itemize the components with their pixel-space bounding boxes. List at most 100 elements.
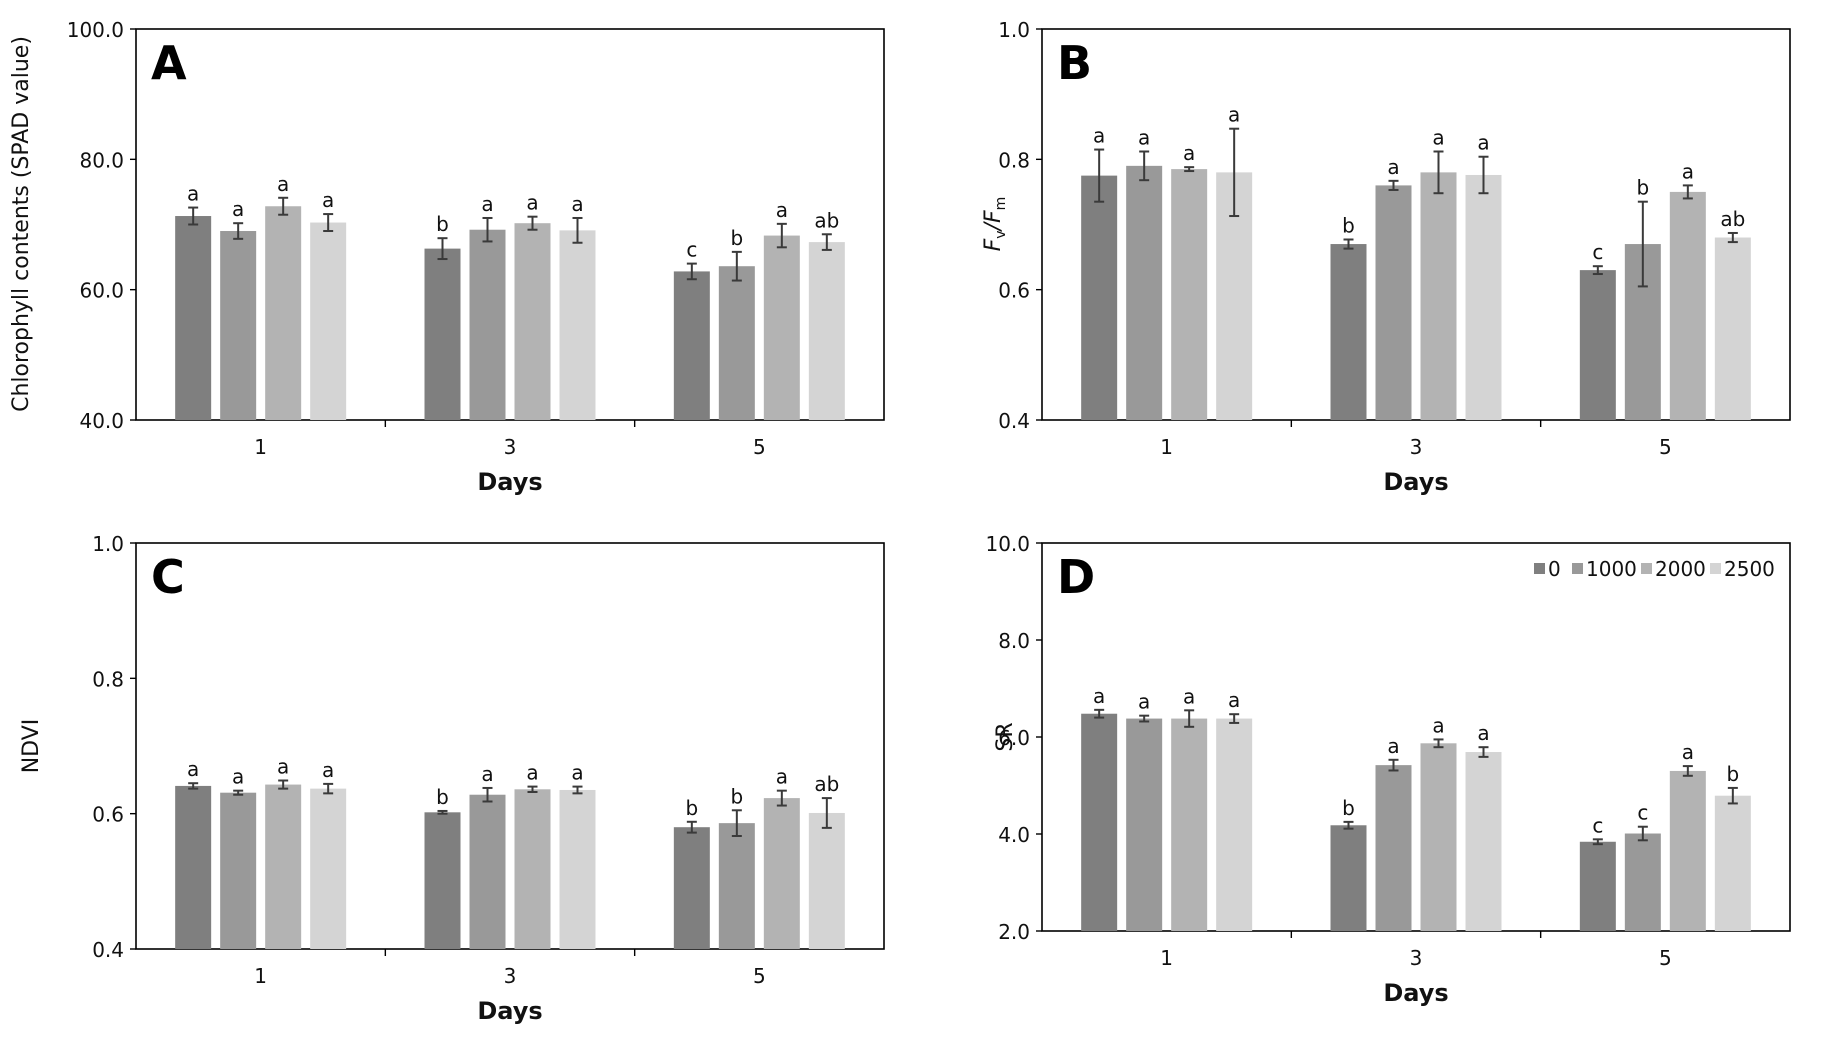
significance-letter: b	[436, 785, 449, 809]
bar	[1375, 185, 1412, 420]
y-tick-label: 0.8	[92, 667, 124, 691]
x-tick-label: 1	[254, 964, 267, 988]
bar	[808, 812, 845, 949]
legend-swatch	[1534, 563, 1545, 574]
y-tick-label: 8.0	[998, 629, 1030, 653]
x-tick-label: 5	[1659, 435, 1672, 459]
x-tick-label: 5	[1659, 946, 1672, 970]
significance-letter: a	[322, 188, 334, 212]
x-tick-label: 5	[753, 964, 766, 988]
significance-letter: ab	[814, 208, 839, 232]
significance-letter: a	[1183, 684, 1195, 708]
plot-frame	[135, 28, 885, 421]
significance-letter: a	[571, 761, 583, 785]
y-axis-title-part: m	[993, 197, 1009, 211]
significance-letter: c	[686, 238, 697, 262]
bar	[1126, 718, 1163, 931]
bar	[1420, 172, 1457, 420]
y-tick-label: 60.0	[79, 279, 124, 303]
bar	[1081, 713, 1118, 931]
y-tick-label: 1.0	[998, 18, 1030, 42]
significance-letter: a	[571, 192, 583, 216]
x-tick-label: 3	[504, 435, 517, 459]
significance-letter: c	[1637, 801, 1648, 825]
significance-letter: a	[1432, 713, 1444, 737]
y-tick-label: 0.4	[998, 409, 1030, 433]
y-tick-label: 2.0	[998, 920, 1030, 944]
significance-letter: a	[776, 198, 788, 222]
significance-letter: a	[187, 757, 199, 781]
y-tick-label: 0.8	[998, 148, 1030, 172]
panel-label: A	[151, 36, 187, 90]
significance-letter: a	[1093, 124, 1105, 148]
significance-letter: a	[526, 761, 538, 785]
x-tick-label: 1	[1160, 946, 1173, 970]
bar	[1669, 191, 1706, 420]
significance-letter: a	[232, 197, 244, 221]
panel-label: D	[1057, 550, 1095, 604]
y-tick-label: 40.0	[79, 409, 124, 433]
legend-label: 2000	[1655, 557, 1706, 581]
y-tick-label: 0.6	[998, 279, 1030, 303]
significance-letter: a	[322, 758, 334, 782]
bar	[469, 794, 506, 949]
y-axis-title-part: /F	[981, 210, 1006, 232]
significance-letter: a	[1138, 126, 1150, 150]
legend-label: 1000	[1586, 557, 1637, 581]
legend-swatch	[1641, 563, 1652, 574]
x-tick-label: 3	[1410, 946, 1423, 970]
y-tick-label: 10.0	[985, 532, 1030, 556]
bar	[718, 266, 755, 420]
bar	[718, 823, 755, 949]
legend-label: 2500	[1724, 557, 1775, 581]
significance-letter: b	[730, 226, 743, 250]
significance-letter: a	[232, 765, 244, 789]
bar	[1126, 165, 1163, 420]
x-axis-title: Days	[1383, 979, 1448, 1007]
bar	[673, 271, 710, 420]
bar	[265, 206, 302, 420]
significance-letter: a	[1387, 155, 1399, 179]
plot-frame	[1041, 28, 1791, 421]
significance-letter: b	[685, 796, 698, 820]
significance-letter: a	[1477, 721, 1489, 745]
significance-letter: a	[1432, 126, 1444, 150]
bar	[763, 235, 800, 420]
significance-letter: a	[1228, 103, 1240, 127]
significance-letter: b	[1342, 213, 1355, 237]
bar	[1330, 825, 1367, 931]
x-axis-title: Days	[477, 468, 542, 496]
significance-letter: b	[1726, 762, 1739, 786]
bar	[763, 798, 800, 949]
significance-letter: c	[1592, 813, 1603, 837]
x-tick-label: 1	[1160, 435, 1173, 459]
significance-letter: b	[1342, 796, 1355, 820]
significance-letter: a	[1387, 734, 1399, 758]
significance-letter: a	[277, 172, 289, 196]
bar	[1171, 718, 1208, 931]
significance-letter: c	[1592, 240, 1603, 264]
significance-letter: a	[1138, 690, 1150, 714]
significance-letter: a	[1477, 131, 1489, 155]
y-tick-label: 0.4	[92, 938, 124, 962]
bar	[310, 788, 347, 949]
bar	[310, 222, 347, 420]
significance-letter: a	[481, 192, 493, 216]
significance-letter: a	[277, 755, 289, 779]
bar	[1420, 743, 1457, 931]
legend-swatch	[1710, 563, 1721, 574]
bar	[175, 785, 212, 949]
bar	[808, 242, 845, 420]
bar	[1624, 833, 1661, 931]
bar	[559, 230, 596, 420]
legend-swatch	[1572, 563, 1583, 574]
x-tick-label: 1	[254, 435, 267, 459]
bar	[1375, 765, 1412, 931]
y-axis-title-part: F	[981, 238, 1006, 251]
y-tick-label: 1.0	[92, 532, 124, 556]
y-tick-label: 80.0	[79, 148, 124, 172]
panel-d: 2.0 4.0 6.0 8.0 10.0 1 3 5 a b c a a c a a a a a b D Days SR 0 1…	[985, 532, 1791, 1007]
